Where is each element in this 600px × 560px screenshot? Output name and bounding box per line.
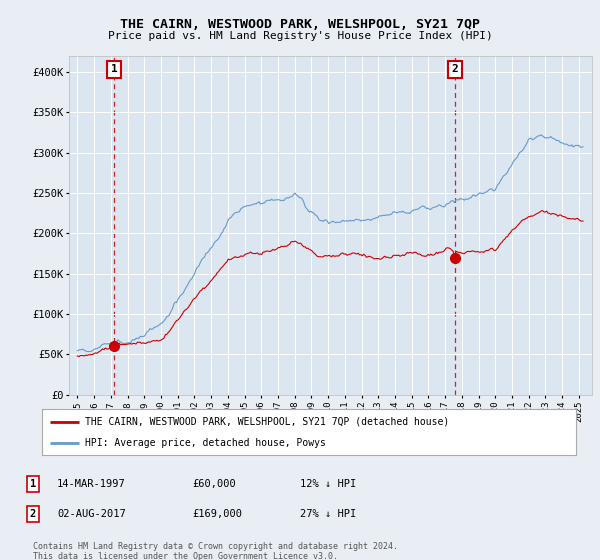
Text: 1: 1 bbox=[111, 64, 118, 74]
Text: THE CAIRN, WESTWOOD PARK, WELSHPOOL, SY21 7QP (detached house): THE CAIRN, WESTWOOD PARK, WELSHPOOL, SY2… bbox=[85, 417, 449, 427]
Text: 12% ↓ HPI: 12% ↓ HPI bbox=[300, 479, 356, 489]
Text: £169,000: £169,000 bbox=[192, 509, 242, 519]
Text: 2: 2 bbox=[451, 64, 458, 74]
Text: THE CAIRN, WESTWOOD PARK, WELSHPOOL, SY21 7QP: THE CAIRN, WESTWOOD PARK, WELSHPOOL, SY2… bbox=[120, 18, 480, 31]
Text: 27% ↓ HPI: 27% ↓ HPI bbox=[300, 509, 356, 519]
Text: £60,000: £60,000 bbox=[192, 479, 236, 489]
Text: Contains HM Land Registry data © Crown copyright and database right 2024.
This d: Contains HM Land Registry data © Crown c… bbox=[33, 542, 398, 560]
Text: 1: 1 bbox=[30, 479, 36, 489]
Text: 02-AUG-2017: 02-AUG-2017 bbox=[57, 509, 126, 519]
Text: 2: 2 bbox=[30, 509, 36, 519]
Text: HPI: Average price, detached house, Powys: HPI: Average price, detached house, Powy… bbox=[85, 438, 326, 448]
Text: Price paid vs. HM Land Registry's House Price Index (HPI): Price paid vs. HM Land Registry's House … bbox=[107, 31, 493, 41]
Text: 14-MAR-1997: 14-MAR-1997 bbox=[57, 479, 126, 489]
